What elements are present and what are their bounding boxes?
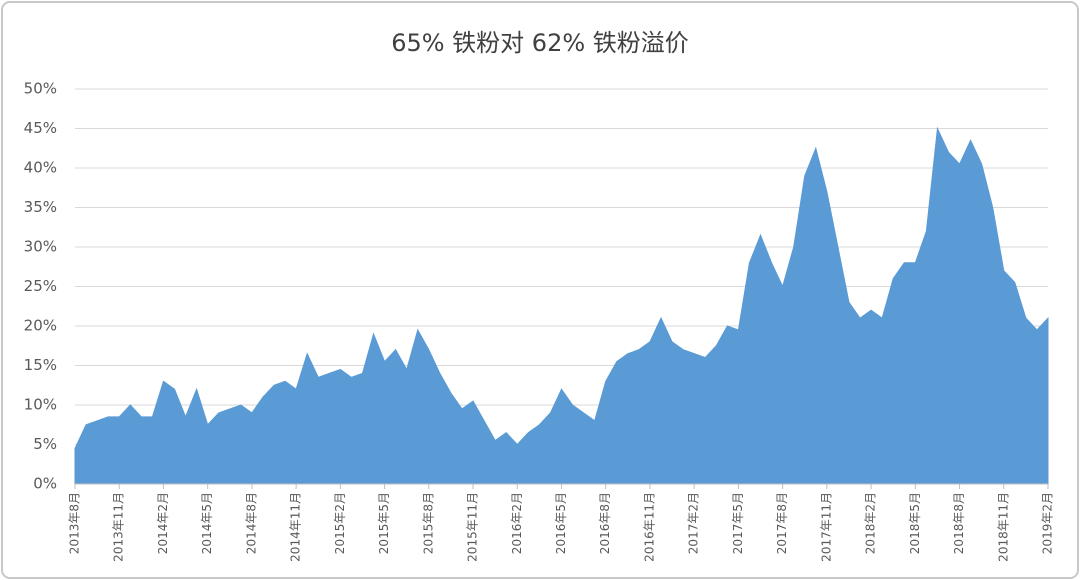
y-tick-label: 35%	[24, 198, 57, 216]
x-tick-label: 2014年5月	[200, 492, 214, 554]
chart-title: 65% 铁粉对 62% 铁粉溢价	[391, 29, 689, 57]
x-tick-label: 2014年11月	[289, 492, 303, 562]
x-tick-label: 2016年8月	[598, 492, 612, 554]
y-tick-label: 25%	[24, 277, 57, 295]
x-tick-label: 2016年5月	[554, 492, 568, 554]
x-tick-label: 2015年2月	[333, 492, 347, 554]
x-tick-label: 2015年8月	[421, 492, 435, 554]
y-tick-label: 45%	[24, 119, 57, 137]
x-tick-label: 2017年5月	[731, 492, 745, 554]
area	[74, 126, 1049, 485]
y-tick-label: 5%	[33, 435, 57, 453]
x-tick-label: 2018年5月	[908, 492, 922, 554]
x-tick-label: 2017年11月	[819, 492, 833, 562]
x-tick-label: 2013年11月	[112, 492, 126, 562]
x-tick-label: 2014年2月	[156, 492, 170, 554]
x-tick-label: 2015年5月	[377, 492, 391, 554]
x-tick-label: 2017年8月	[775, 492, 789, 554]
x-tick-label: 2016年11月	[642, 492, 656, 562]
y-tick-label: 50%	[24, 80, 57, 98]
y-tick-label: 40%	[24, 159, 57, 177]
y-tick-label: 20%	[24, 317, 57, 335]
x-tick-label: 2015年11月	[466, 492, 480, 562]
y-tick-label: 0%	[33, 475, 57, 493]
y-tick-label: 30%	[24, 238, 57, 256]
x-tick-label: 2018年8月	[952, 492, 966, 554]
x-tick-label: 2018年2月	[864, 492, 878, 554]
x-tick-label: 2019年2月	[1041, 492, 1055, 554]
x-tick-label: 2014年8月	[244, 492, 258, 554]
x-tick-label: 2016年2月	[510, 492, 524, 554]
y-tick-label: 15%	[24, 356, 57, 374]
x-tick-label: 2017年2月	[687, 492, 701, 554]
x-tick-label: 2018年11月	[996, 492, 1010, 562]
x-tick-label: 2013年8月	[68, 492, 82, 554]
y-tick-label: 10%	[24, 396, 57, 414]
